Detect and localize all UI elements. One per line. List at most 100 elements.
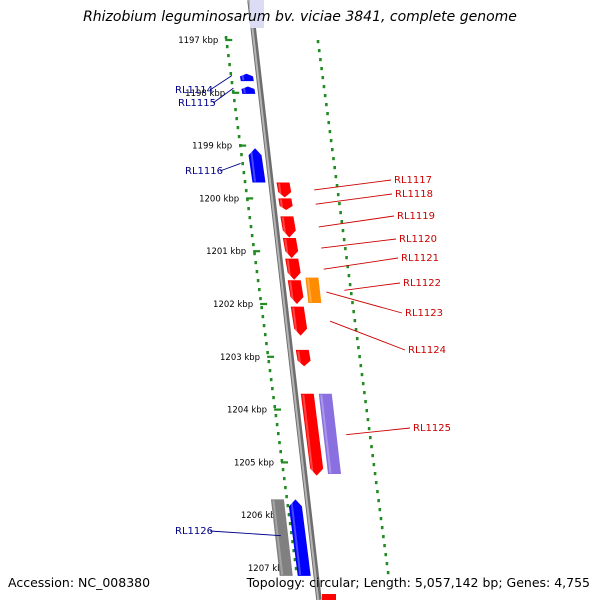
gene-feature-shade [242, 87, 246, 94]
gene-feature [241, 86, 256, 94]
gene-labels: RL1114 RL1115 RL1116 RL1117 RL1118 RL1119 RL11… [175, 75, 451, 537]
ruler-dot [358, 355, 361, 359]
gene-feature-shade [286, 259, 292, 279]
gene-label: RL1117 [394, 175, 432, 186]
ruler-dot [227, 54, 230, 58]
gene-feature [287, 280, 304, 304]
gene-feature-shade [306, 278, 312, 303]
genome-title: Rhizobium leguminosarum bv. viciae 3841,… [83, 9, 517, 25]
gene-feature-shade [278, 183, 282, 197]
gene-feature [280, 216, 296, 238]
ruler-dot [267, 360, 271, 364]
gene-label: RL1126 [175, 526, 213, 537]
ruler-dot [345, 256, 348, 260]
ruler-dot [271, 387, 274, 391]
ruler-dot [247, 207, 250, 211]
gene-label: RL1125 [413, 423, 451, 434]
ruler-dot [360, 373, 364, 377]
gene-label-leader [329, 320, 406, 351]
ruler-dot [269, 378, 273, 382]
ruler-dot [366, 418, 370, 422]
ruler-dot [256, 279, 260, 283]
gene-label: RL1120 [399, 234, 437, 245]
ruler-dot [370, 445, 373, 449]
ruler-dot [379, 517, 383, 521]
ruler-dot [386, 571, 390, 575]
genome-summary-text: Topology: circular; Length: 5,057,142 bp… [246, 575, 590, 590]
ruler-dot [243, 180, 247, 184]
ruler-dot [383, 544, 386, 548]
gene-feature-shade [279, 199, 284, 210]
gene-label: RL1121 [401, 253, 439, 264]
ruler-dot [352, 310, 355, 314]
ruler-dot [361, 382, 365, 386]
ruler-dot [291, 540, 294, 544]
ruler-dot [329, 139, 333, 143]
ruler-dot [263, 333, 267, 337]
ruler-dot [253, 252, 256, 256]
kbp-tick-label: 1203 kbp [220, 353, 260, 363]
gene-feature [288, 499, 311, 576]
gene-feature [295, 349, 311, 367]
gene-label-leader [219, 162, 241, 172]
gene-feature-shade [250, 149, 256, 182]
ruler-dot [354, 328, 358, 332]
ruler-dot [252, 243, 255, 247]
ruler-dot [244, 189, 248, 193]
ruler-dot [363, 391, 366, 395]
gene-features [239, 73, 342, 576]
ruler-dot [258, 288, 261, 292]
ruler-dot [333, 166, 336, 170]
backbone-highlight [248, 0, 320, 600]
ruler-dot [229, 72, 233, 76]
gene-label-leader [212, 87, 234, 104]
kbp-ruler: 1197 kbp 1198 kbp 1199 kbp 1200 kbp 1201 kbp… [178, 36, 302, 574]
gene-feature [278, 198, 293, 211]
gene-feature [300, 393, 324, 476]
ruler-dot [374, 481, 378, 485]
ruler-dot [280, 459, 284, 463]
ruler-dot [292, 549, 296, 553]
partial-feature-bottom [322, 594, 336, 600]
ruler-dot [317, 49, 321, 53]
ruler-dot [242, 171, 246, 175]
gene-feature-shade [302, 394, 314, 475]
ruler-dot [336, 193, 340, 197]
ruler-dot [272, 396, 275, 400]
ruler-dot [250, 234, 254, 238]
gene-feature [318, 393, 342, 475]
ruler-dots [224, 36, 390, 575]
gene-label-leader [346, 427, 411, 436]
kbp-tick-label: 1201 kbp [206, 247, 246, 257]
gene-label-leader [321, 238, 397, 249]
gene-feature [239, 73, 254, 82]
ruler-dot [284, 486, 287, 490]
ruler-dot [326, 112, 329, 116]
gene-label: RL1122 [403, 278, 441, 289]
ruler-dot [325, 103, 328, 107]
ruler-dot [262, 324, 266, 328]
ruler-dot [275, 423, 279, 427]
gene-feature [285, 258, 301, 280]
gene-label-leader [209, 75, 233, 91]
ruler-dot [357, 346, 360, 350]
ruler-dot [385, 562, 389, 566]
kbp-tick-label: 1202 kbp [213, 300, 253, 310]
ruler-dot [367, 427, 371, 431]
ruler-dot [359, 364, 363, 368]
ruler-dot [265, 342, 268, 346]
kbp-tick-label: 1199 kbp [192, 142, 232, 152]
ruler-dot [254, 261, 258, 265]
ruler-dot [328, 130, 332, 134]
ruler-dot [332, 157, 335, 161]
ruler-dot [380, 526, 384, 530]
gene-feature-shade [320, 394, 332, 474]
ruler-dot [335, 184, 339, 188]
gene-feature-shade [284, 238, 289, 258]
gene-feature-shade [297, 350, 302, 366]
kbp-tick-label: 1207 kbp [248, 564, 288, 574]
ruler-dot [230, 81, 234, 85]
gene-feature-shade [290, 500, 302, 576]
ruler-dot [259, 297, 262, 301]
